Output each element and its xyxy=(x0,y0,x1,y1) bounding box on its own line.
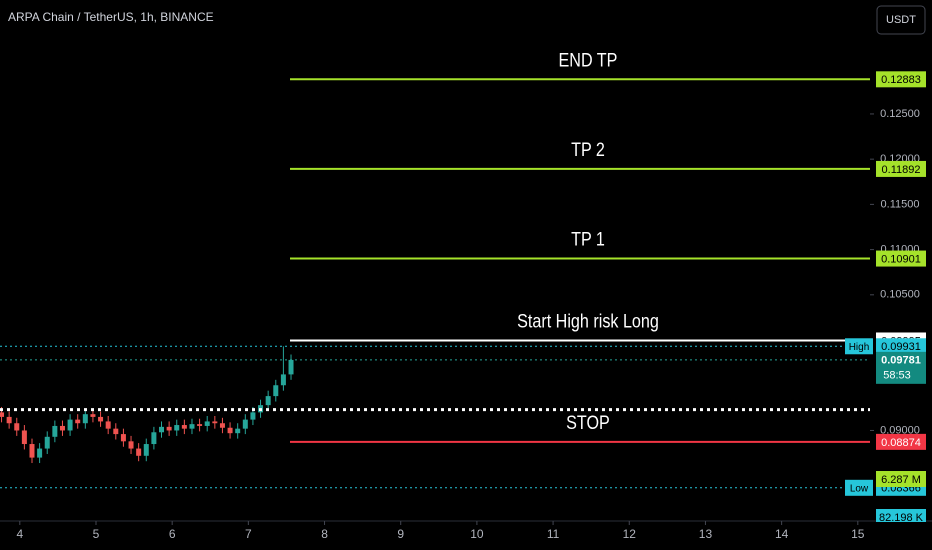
marker-name: High xyxy=(849,342,870,353)
candle-body xyxy=(242,419,248,429)
x-tick-label: 5 xyxy=(93,527,100,541)
candle-body xyxy=(44,436,50,449)
candle-body xyxy=(151,432,157,445)
candle-body xyxy=(280,374,286,386)
candle-body xyxy=(98,416,104,422)
marker-name-tag xyxy=(845,338,873,355)
countdown: 58:53 xyxy=(883,370,911,382)
candle-body xyxy=(52,425,58,437)
x-tick-label: 7 xyxy=(245,527,252,541)
x-tick-label: 9 xyxy=(397,527,404,541)
candle-body xyxy=(59,425,65,431)
candle-body xyxy=(0,412,5,417)
y-tick-label: 0.09000 xyxy=(880,424,920,436)
candle-body xyxy=(197,424,203,426)
candle-body xyxy=(67,419,73,431)
marker-name-tag xyxy=(845,479,873,496)
candle-body xyxy=(288,359,294,375)
level-price-label: 0.08874 xyxy=(881,437,921,449)
candle-body xyxy=(21,430,27,445)
y-tick-label: 0.10500 xyxy=(880,289,920,301)
volume-tag xyxy=(876,471,926,487)
level-price-tag xyxy=(876,250,926,267)
level-price-tag xyxy=(876,433,926,450)
candle-body xyxy=(265,396,271,406)
last-price: 0.09781 xyxy=(881,355,921,367)
level-label: STOP xyxy=(566,412,610,434)
y-tick-label: 0.12500 xyxy=(880,108,920,120)
x-tick-label: 8 xyxy=(321,527,328,541)
level-label: Start High risk Long xyxy=(517,310,659,332)
level-price-tag xyxy=(876,71,926,88)
level-label: END TP xyxy=(559,49,618,71)
candle-body xyxy=(189,424,195,429)
level-label: TP 1 xyxy=(571,228,605,250)
volume-tag xyxy=(876,509,926,525)
candle-body xyxy=(219,423,225,428)
level-price-tag xyxy=(876,160,926,177)
candle-body xyxy=(136,448,142,456)
candle-body xyxy=(90,414,96,417)
x-tick-label: 14 xyxy=(775,527,789,541)
level-price-label: 0.10901 xyxy=(881,253,921,265)
currency-button[interactable] xyxy=(876,5,926,35)
candle-body xyxy=(113,428,119,435)
level-price-label: 0.11892 xyxy=(882,164,921,176)
candle-body xyxy=(204,421,210,426)
x-tick-label: 12 xyxy=(623,527,637,541)
candle-body xyxy=(181,425,187,429)
candle-body xyxy=(14,423,20,431)
candle-body xyxy=(75,419,81,424)
candle-body xyxy=(6,416,12,424)
candle-body xyxy=(273,385,279,397)
candle-body xyxy=(37,448,43,458)
candle-body xyxy=(120,434,126,442)
candle-body xyxy=(105,421,111,429)
x-tick-label: 6 xyxy=(169,527,176,541)
level-price-label: 0.12883 xyxy=(881,74,921,86)
x-tick-label: 10 xyxy=(470,527,484,541)
marker-price-tag xyxy=(876,338,926,355)
currency-button-label[interactable]: USDT xyxy=(886,14,916,26)
x-tick-label: 11 xyxy=(547,527,560,541)
candle-body xyxy=(128,441,134,449)
x-tick-label: 15 xyxy=(851,527,865,541)
x-axis-band xyxy=(0,522,932,550)
candle-body xyxy=(227,427,233,434)
level-label: TP 2 xyxy=(571,139,605,161)
candle-body xyxy=(212,421,218,424)
x-tick-label: 4 xyxy=(16,527,23,541)
candle-body xyxy=(82,414,88,424)
marker-price: 0.09931 xyxy=(881,341,921,353)
volume-label: 82.198 K xyxy=(879,512,924,524)
candle-body xyxy=(159,426,165,433)
candle-body xyxy=(174,425,180,431)
candle-body xyxy=(29,444,35,458)
candle-body xyxy=(250,412,256,420)
candle-body xyxy=(143,444,149,456)
candle-body xyxy=(166,426,172,431)
last-price-tag xyxy=(876,351,926,384)
chart-title: ARPA Chain / TetherUS, 1h, BINANCE xyxy=(8,10,214,24)
candle-body xyxy=(235,428,241,434)
x-tick-label: 13 xyxy=(699,527,713,541)
volume-label: 6.287 M xyxy=(881,474,921,486)
y-tick-label: 0.11500 xyxy=(881,198,920,210)
marker-name: Low xyxy=(850,483,869,494)
